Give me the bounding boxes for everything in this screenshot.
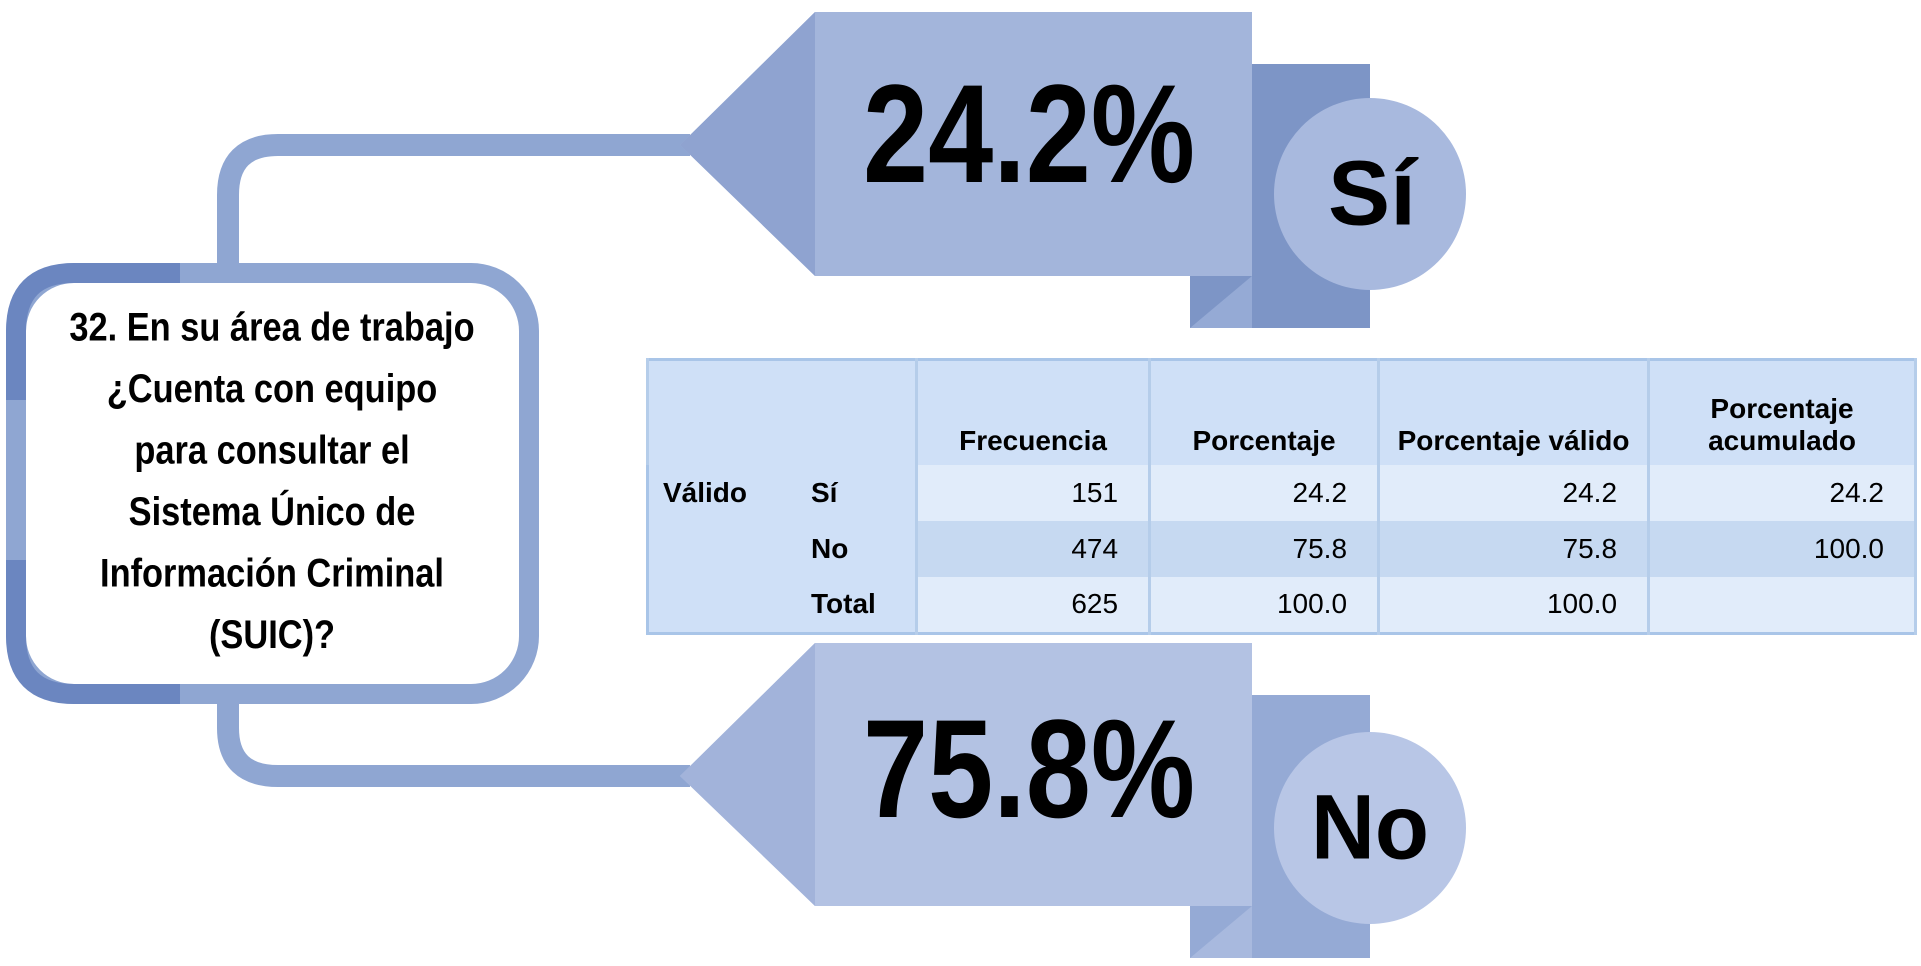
- percent: 75.8%: [863, 690, 1195, 847]
- table-row: Total 625 100.0 100.0: [647, 577, 1917, 633]
- cell: No: [797, 521, 917, 577]
- cell: 100.0: [1148, 577, 1381, 633]
- question-box: [6, 263, 539, 704]
- question-line: para consultar el: [134, 427, 409, 472]
- fold: [1190, 906, 1252, 958]
- callout-arrow: [680, 643, 1252, 906]
- box-accent: [6, 560, 180, 704]
- box-accent: [6, 263, 180, 400]
- header-cell: Frecuencia: [915, 359, 1152, 465]
- arrow-tip: [680, 643, 815, 906]
- table-row: No 474 75.8 75.8 100.0: [647, 521, 1917, 577]
- question-line: 32. En su área de trabajo: [69, 304, 474, 349]
- header-cell: [645, 359, 919, 465]
- cell: Total: [797, 577, 917, 633]
- header-cell: Porcentaje: [1148, 359, 1381, 465]
- cell: 24.2: [1148, 465, 1381, 521]
- cell: 24.2: [1377, 465, 1651, 521]
- cell: 625: [915, 577, 1152, 633]
- cell: 100.0: [1377, 577, 1651, 633]
- cell: Sí: [797, 465, 917, 521]
- question-line: (SUIC)?: [209, 612, 335, 657]
- label-circle: [1274, 98, 1466, 290]
- question-line: ¿Cuenta con equipo: [107, 366, 438, 411]
- header-row: Frecuencia Porcentaje Porcentaje válido …: [645, 359, 1917, 465]
- cell: 75.8: [1377, 521, 1651, 577]
- header-cell: Porcentaje acumulado: [1647, 359, 1917, 465]
- cell: [1647, 577, 1917, 633]
- answer-label: Sí: [1328, 142, 1419, 244]
- cell: 474: [915, 521, 1152, 577]
- connector: [217, 690, 690, 787]
- cell: 151: [915, 465, 1152, 521]
- cell: 100.0: [1647, 521, 1917, 577]
- question-line: Sistema Único de: [129, 489, 416, 534]
- fold: [1190, 276, 1252, 328]
- frequency-table: Frecuencia Porcentaje Porcentaje válido …: [645, 358, 1917, 635]
- cell: Válido: [647, 465, 797, 521]
- percent: 24.2%: [863, 55, 1195, 212]
- cell: 75.8: [1148, 521, 1381, 577]
- cell: [647, 521, 797, 577]
- connector: [217, 134, 690, 270]
- arrow-tip: [680, 12, 815, 276]
- callout-arrow: [680, 12, 1252, 276]
- cell: 24.2: [1647, 465, 1917, 521]
- answer-label: No: [1311, 776, 1429, 878]
- cell: [647, 577, 797, 633]
- label-circle: [1274, 732, 1466, 924]
- table-row: Válido Sí 151 24.2 24.2 24.2: [647, 465, 1917, 521]
- question-line: Información Criminal: [100, 550, 444, 595]
- header-cell: Porcentaje válido: [1377, 359, 1651, 465]
